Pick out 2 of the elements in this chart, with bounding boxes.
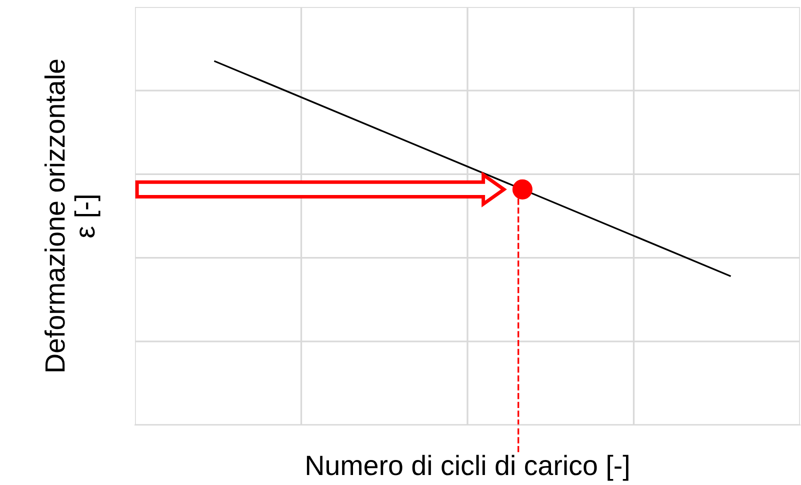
- x-axis-title: Numero di cicli di carico [-]: [306, 454, 628, 481]
- y-axis-title: Deformazione orizzontale ε [-]: [44, 60, 100, 372]
